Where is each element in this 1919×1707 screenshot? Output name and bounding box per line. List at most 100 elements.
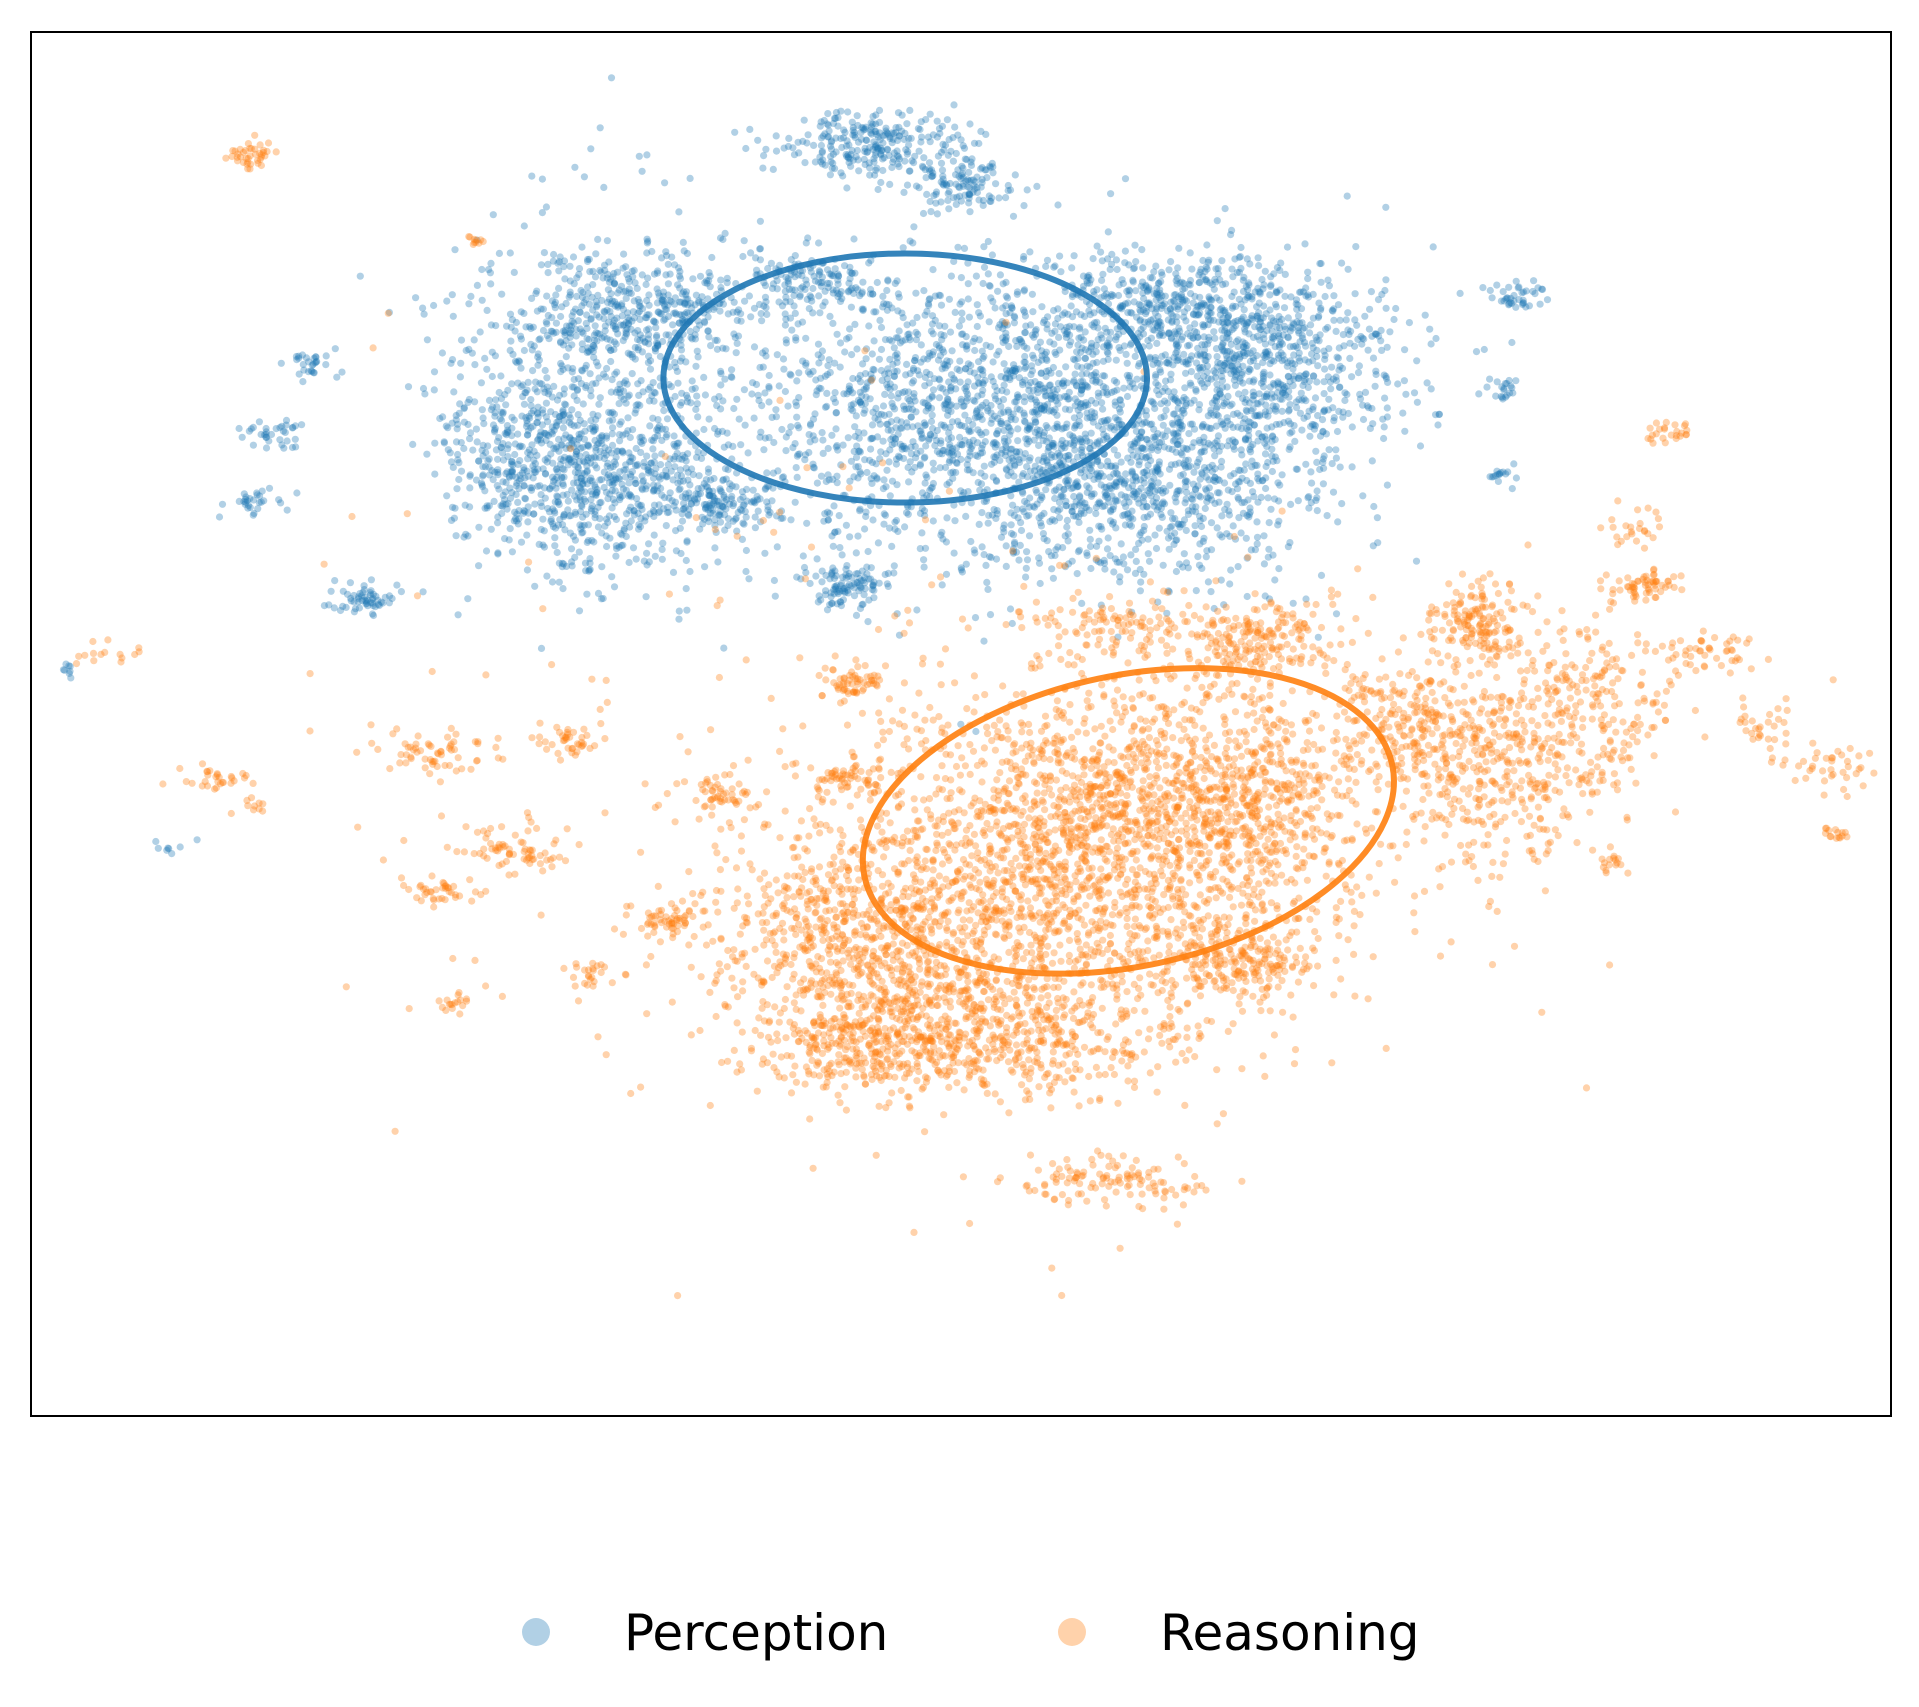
scatter-point: [592, 250, 600, 258]
scatter-point: [813, 387, 821, 395]
scatter-point: [1042, 348, 1050, 356]
scatter-point: [1081, 354, 1089, 362]
scatter-point: [1060, 377, 1068, 385]
scatter-point: [809, 463, 818, 471]
scatter-point: [575, 270, 583, 278]
scatter-point: [1107, 422, 1115, 430]
scatter-point: [903, 360, 911, 368]
scatter-point: [1136, 306, 1144, 314]
scatter-point: [1146, 301, 1154, 309]
scatter-point: [1102, 491, 1110, 499]
scatter-point: [1156, 324, 1165, 333]
scatter-point: [420, 310, 428, 318]
scatter-point: [475, 562, 483, 570]
scatter-point: [809, 432, 817, 440]
scatter-point: [1146, 355, 1154, 363]
scatter-point: [1168, 318, 1176, 326]
scatter-point: [1043, 537, 1051, 545]
scatter-point: [686, 567, 694, 576]
scatter-point: [818, 347, 827, 355]
scatter-point: [912, 328, 920, 336]
scatter-point: [1289, 319, 1297, 327]
scatter-point: [1086, 535, 1094, 544]
scatter-point: [517, 382, 525, 391]
scatter-point: [607, 357, 615, 366]
scatter-point: [886, 380, 894, 388]
scatter-point: [524, 431, 532, 439]
scatter-point: [1089, 350, 1097, 358]
scatter-point: [487, 280, 495, 288]
scatter-point: [1215, 447, 1223, 455]
scatter-point: [855, 447, 864, 455]
scatter-point: [1321, 292, 1329, 301]
scatter-point: [965, 438, 973, 446]
scatter-point: [596, 124, 604, 132]
scatter-point: [1122, 350, 1130, 358]
scatter-point: [646, 365, 655, 373]
scatter-point: [938, 346, 947, 354]
scatter-point: [1002, 329, 1010, 337]
scatter-point: [1313, 507, 1321, 515]
scatter-point: [472, 425, 480, 433]
scatter-point: [906, 458, 914, 466]
scatter-point: [740, 386, 749, 394]
scatter-point: [632, 401, 640, 409]
scatter-point: [677, 549, 685, 558]
scatter-point: [1127, 551, 1135, 559]
scatter-point: [1169, 515, 1177, 523]
scatter-point: [1228, 488, 1236, 496]
scatter-point: [901, 444, 909, 453]
scatter-point: [1325, 446, 1333, 454]
scatter-point: [667, 467, 675, 475]
scatter-point: [1036, 465, 1044, 473]
scatter-point: [1070, 492, 1078, 501]
scatter-point: [1037, 369, 1045, 377]
scatter-point: [978, 431, 986, 439]
scatter-point: [1184, 304, 1192, 312]
scatter-point: [1257, 493, 1265, 501]
scatter-point: [1223, 383, 1231, 391]
scatter-point: [1165, 465, 1174, 473]
scatter-point: [1093, 242, 1101, 250]
scatter-point: [862, 383, 871, 391]
scatter-point: [550, 382, 558, 390]
scatter-point: [1261, 592, 1269, 600]
scatter-point: [889, 433, 897, 441]
scatter-point: [908, 379, 916, 387]
scatter-point: [1228, 350, 1236, 358]
scatter-point: [721, 465, 730, 473]
scatter-point: [895, 453, 904, 461]
scatter-point: [964, 280, 972, 288]
scatter-point: [955, 322, 964, 330]
scatter-point: [1252, 411, 1260, 419]
scatter-point: [1165, 360, 1173, 368]
scatter-point: [1235, 350, 1243, 358]
scatter-point: [1135, 499, 1143, 507]
scatter-point: [448, 503, 457, 511]
scatter-point: [465, 345, 473, 353]
scatter-point: [1025, 437, 1033, 445]
scatter-point: [1167, 509, 1175, 517]
scatter-point: [761, 485, 769, 493]
scatter-point: [571, 468, 580, 476]
scatter-point: [1165, 330, 1173, 338]
scatter-point: [662, 473, 671, 481]
scatter-point: [1227, 231, 1235, 239]
scatter-point: [730, 298, 738, 306]
scatter-point: [975, 520, 983, 529]
scatter-point: [699, 520, 707, 528]
scatter-point: [983, 578, 991, 587]
scatter-point: [1172, 337, 1180, 345]
scatter-point: [524, 378, 532, 386]
scatter-point: [1108, 290, 1116, 299]
scatter-point: [1197, 493, 1205, 501]
scatter-point: [1305, 493, 1313, 501]
scatter-point: [1103, 545, 1112, 553]
scatter-point: [1083, 482, 1091, 490]
scatter-point: [678, 510, 686, 518]
scatter-point: [1175, 560, 1184, 568]
scatter-point: [1192, 587, 1200, 595]
scatter-point: [1165, 356, 1173, 364]
scatter-point: [566, 529, 575, 537]
scatter-point: [1046, 518, 1054, 526]
